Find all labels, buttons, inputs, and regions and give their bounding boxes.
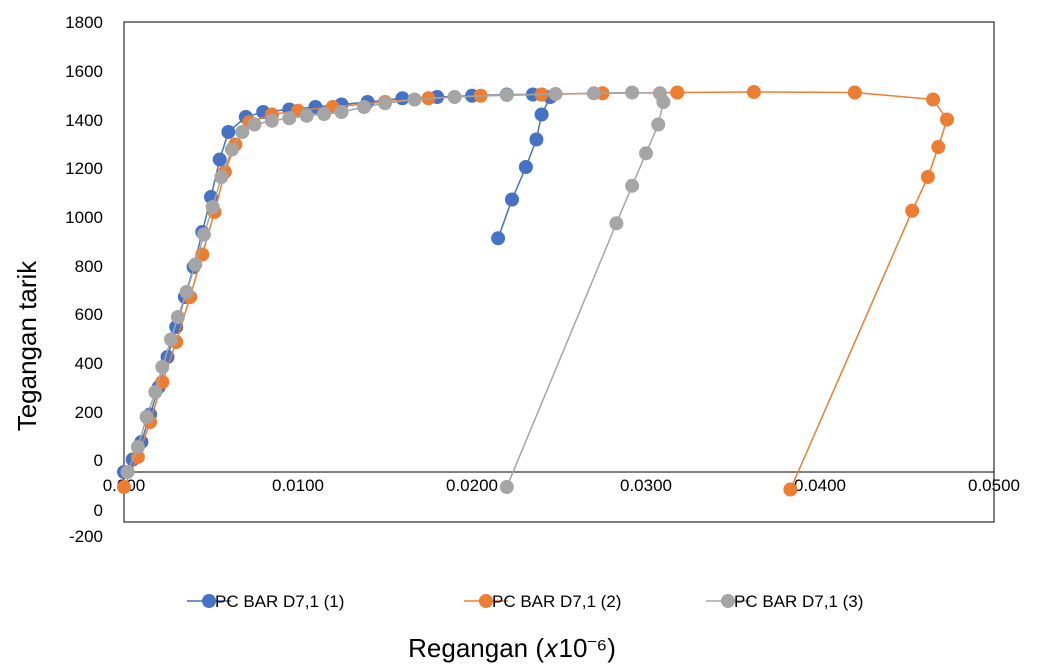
- data-point: [499, 480, 514, 494]
- legend-item: PC BAR D7,1 (3): [706, 592, 863, 611]
- y-tick-label: 1200: [65, 159, 103, 178]
- data-point: [931, 140, 946, 154]
- legend: PC BAR D7,1 (1) PC BAR D7,1 (2) PC BAR D7,…: [187, 592, 863, 611]
- y-axis-title: Tegangan tarik: [12, 260, 42, 432]
- y-tick-label: 800: [75, 257, 103, 276]
- data-point: [625, 85, 640, 100]
- x-tick-label: 0.0500: [968, 476, 1020, 495]
- data-point: [188, 257, 203, 272]
- data-point: [139, 410, 154, 424]
- data-point: [117, 480, 131, 494]
- data-point: [670, 85, 685, 100]
- data-point: [395, 91, 410, 106]
- y-tick-label: 400: [75, 354, 103, 373]
- data-point: [625, 178, 640, 193]
- data-point: [586, 86, 601, 101]
- data-point: [609, 216, 624, 231]
- data-point: [499, 88, 514, 102]
- data-point: [170, 310, 185, 324]
- data-point: [155, 360, 170, 374]
- x-tick-label: 0.0100: [272, 476, 324, 495]
- data-point: [247, 117, 262, 132]
- y-tick-label: 0: [94, 501, 103, 520]
- data-point: [317, 107, 332, 121]
- data-point: [783, 482, 798, 497]
- data-point: [920, 170, 935, 184]
- data-point: [905, 203, 920, 218]
- legend-marker: [202, 594, 216, 608]
- data-point: [130, 440, 145, 454]
- series-3: [120, 85, 671, 494]
- y-tick-label: 600: [75, 305, 103, 324]
- legend-label: PC BAR D7,1 (3): [734, 592, 863, 611]
- data-point: [334, 105, 349, 119]
- data-point: [491, 231, 506, 246]
- y-tick-label: 1600: [65, 62, 103, 81]
- data-point: [264, 113, 279, 128]
- y-tick-label: 200: [75, 403, 103, 422]
- y-tick-label: 1400: [65, 111, 103, 130]
- data-point: [529, 132, 544, 147]
- data-point: [299, 108, 314, 123]
- plot-area: [123, 21, 995, 523]
- data-point: [534, 107, 549, 122]
- legend-label: PC BAR D7,1 (2): [492, 592, 621, 611]
- data-point: [407, 92, 422, 107]
- data-point: [282, 111, 297, 126]
- data-point: [197, 227, 211, 242]
- data-point: [205, 200, 220, 214]
- y-tick-label: 1000: [65, 208, 103, 227]
- y-tick-label: -200: [69, 527, 103, 546]
- data-point: [940, 112, 954, 127]
- y-axis-tick-labels: 1800 1600 1400 1200 1000 800 600 400 200 0 0 -200: [65, 13, 103, 546]
- legend-item: PC BAR D7,1 (2): [464, 592, 621, 611]
- x-tick-label: 0.0400: [794, 476, 846, 495]
- y-tick-label: 1800: [65, 13, 103, 32]
- data-point: [221, 125, 236, 139]
- legend-marker: [479, 594, 493, 608]
- data-point: [357, 100, 372, 114]
- data-point: [518, 160, 533, 174]
- data-point: [212, 152, 227, 167]
- data-point: [120, 465, 135, 479]
- data-point: [224, 142, 239, 157]
- data-point: [235, 125, 250, 139]
- data-point: [746, 85, 761, 99]
- y-tick-label: 0: [94, 451, 103, 470]
- data-point: [164, 332, 178, 347]
- x-tick-label: 0.0200: [446, 476, 498, 495]
- data-point: [378, 96, 392, 111]
- legend-marker: [721, 594, 735, 608]
- data-point: [926, 92, 941, 107]
- data-point: [447, 90, 462, 104]
- data-point: [548, 87, 563, 101]
- data-point: [214, 170, 229, 184]
- data-point: [179, 285, 194, 299]
- legend-label: PC BAR D7,1 (1): [215, 592, 344, 611]
- data-point: [148, 385, 163, 399]
- data-point: [651, 117, 666, 132]
- x-tick-label: 0.0300: [620, 476, 672, 495]
- data-point: [656, 95, 671, 109]
- data-point: [505, 192, 519, 207]
- data-point: [847, 85, 862, 100]
- legend-item: PC BAR D7,1 (1): [187, 592, 344, 611]
- x-axis-title: Regangan (𝑥10⁻⁶): [408, 633, 616, 663]
- data-point: [639, 146, 653, 161]
- series-layer: [117, 85, 954, 497]
